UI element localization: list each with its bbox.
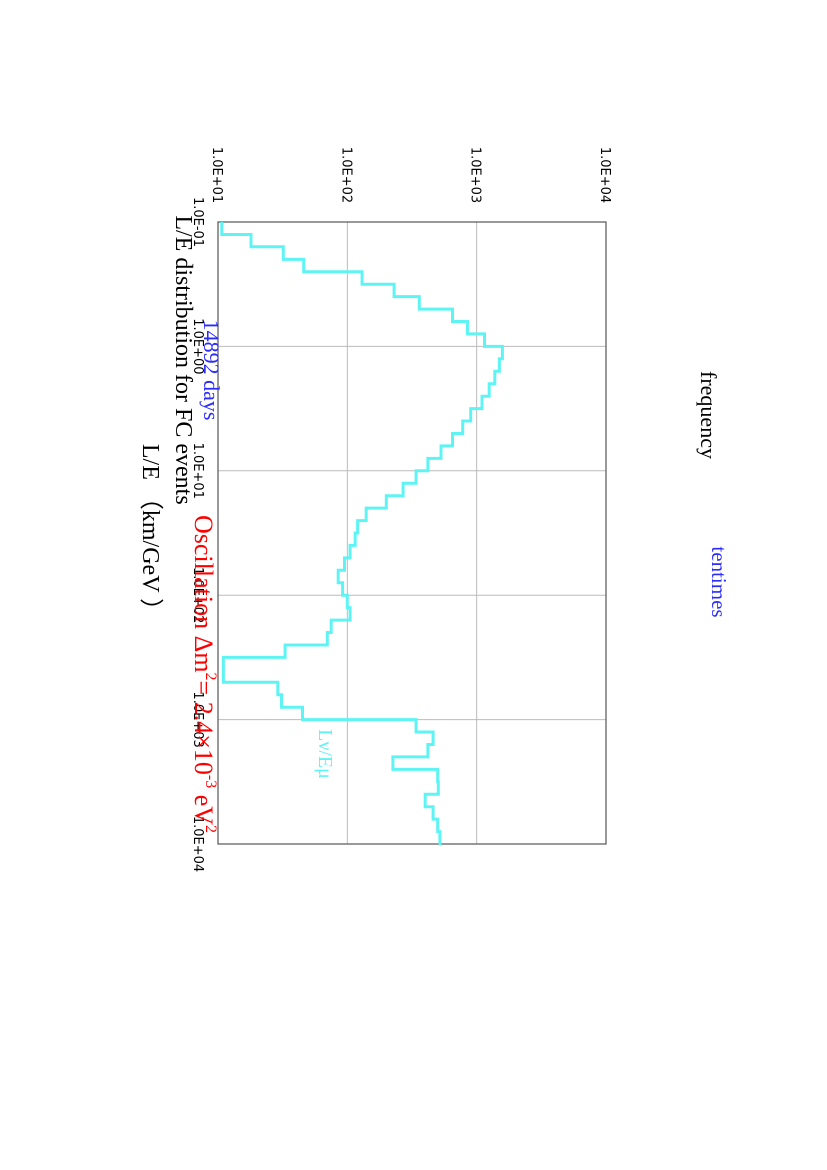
annotation-exp3: 2 <box>202 825 219 833</box>
annotation-exp2: -3 <box>202 775 219 788</box>
x-axis-label: L/E （km/GeV ） <box>137 444 163 622</box>
annotation-unit: eV <box>189 788 218 825</box>
note-tentimes: tentimes <box>707 546 731 617</box>
series-line-lv-emu <box>220 222 504 846</box>
annotation-mid: = 2.4×10 <box>189 681 218 775</box>
y-tick-label: 1.0E+03 <box>468 147 483 203</box>
chart-subtitle: 14892 days <box>199 320 224 421</box>
legend-series-label: Lν/Eμ <box>314 729 336 779</box>
x-tick-label: 1.0E-01 <box>190 197 205 247</box>
x-tick-label: 1.0E+02 <box>190 567 205 623</box>
oscillation-annotation: Oscillation Δm2= 2.4×10-3 eV2 <box>189 515 219 833</box>
y-tick-label: 1.0E+01 <box>209 147 224 203</box>
x-tick-label: 1.0E+03 <box>190 691 205 747</box>
y-tick-label: 1.0E+04 <box>597 147 612 203</box>
annotation-exp1: 2 <box>202 673 219 681</box>
x-tick-label: 1.0E+04 <box>190 816 205 872</box>
plot-frame <box>217 221 607 845</box>
chart-title: L/E distribution for FC events <box>170 215 196 504</box>
y-axis-label: frequency <box>696 371 721 459</box>
grid-lines <box>218 222 606 844</box>
x-tick-label: 1.0E+01 <box>190 443 205 499</box>
x-tick-label: 1.0E+00 <box>190 318 205 374</box>
annotation-prefix: Oscillation Δm <box>189 515 218 673</box>
y-tick-label: 1.0E+02 <box>338 147 353 203</box>
